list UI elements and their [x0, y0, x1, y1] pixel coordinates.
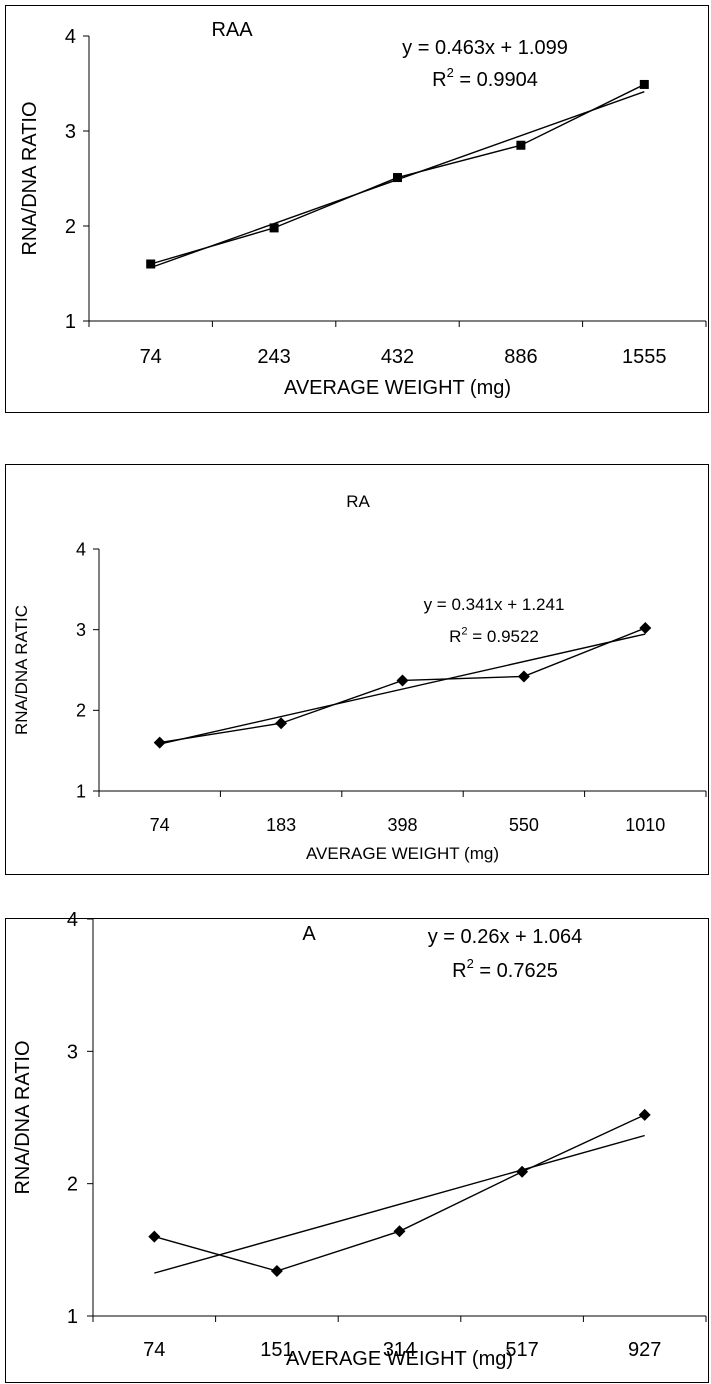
y-tick-label: 1 [67, 1306, 78, 1328]
data-point-marker [639, 79, 649, 89]
r-squared-label: R2 = 0.9904 [432, 65, 538, 91]
chart-panel-raa: 1 2 3 4 74 243 432 886 1555 AVERAGE WEIGHT (mg) RN… [5, 5, 709, 413]
series-line [154, 1114, 645, 1272]
chart-title: A [302, 923, 316, 945]
chart-panel-ra: 1 2 3 4 74 183 398 550 1010 AVERAGE WEIGHT (mg) RN… [5, 464, 709, 875]
x-tick-label: 398 [387, 815, 417, 835]
y-tick-label: 1 [65, 311, 76, 333]
data-point-marker [393, 173, 402, 183]
y-tick-label: 4 [67, 909, 78, 931]
x-tick-label: 1555 [622, 346, 667, 368]
x-axis-title: AVERAGE WEIGHT (mg) [286, 1348, 513, 1370]
x-tick-label: 151 [260, 1339, 293, 1361]
y-tick-label: 4 [65, 26, 76, 48]
y-tick-label: 3 [67, 1041, 78, 1063]
x-tick-label: 432 [381, 346, 414, 368]
x-tick-label: 74 [150, 815, 170, 835]
x-tick-label: 1010 [625, 815, 665, 835]
trendline-equation: y = 0.26x + 1.064 [428, 926, 583, 948]
trendline [159, 633, 646, 745]
x-tick-label: 517 [505, 1339, 538, 1361]
data-point-marker [275, 717, 288, 730]
r-squared-label: R2 = 0.7625 [452, 956, 558, 982]
y-axis-title: RNA/DNA RATIO [12, 1040, 34, 1194]
chart-svg: 1 2 3 4 74 243 432 886 1555 AVERAGE WEIGHT (mg) RN… [19, 19, 707, 399]
data-point-marker [393, 1225, 406, 1238]
x-tick-label: 243 [257, 346, 290, 368]
x-tick-label: 550 [509, 815, 539, 835]
x-axis-title: AVERAGE WEIGHT (mg) [306, 844, 499, 863]
chart-svg: 1 2 3 4 74 151 314 517 927 AVERAGE WEIGHT (mg) RNA… [12, 909, 707, 1370]
x-tick-label: 886 [504, 346, 537, 368]
trendline [154, 1134, 645, 1274]
data-point-marker [639, 622, 652, 635]
y-tick-label: 2 [67, 1174, 78, 1196]
y-tick-label: 3 [76, 620, 86, 640]
chart-panel-a: 1 2 3 4 74 151 314 517 927 AVERAGE WEIGHT (mg) RNA… [5, 909, 709, 1383]
y-axis-title: RNA/DNA RATIO [19, 101, 41, 255]
data-point-marker [269, 223, 279, 233]
y-tick-label: 1 [76, 781, 86, 801]
x-tick-label: 183 [266, 815, 296, 835]
chart-svg: 1 2 3 4 74 183 398 550 1010 AVERAGE WEIGHT (mg) RN… [12, 492, 707, 863]
data-point-marker [638, 1108, 651, 1121]
y-tick-label: 2 [65, 216, 76, 238]
x-tick-label: 314 [383, 1339, 416, 1361]
data-point-marker [153, 736, 166, 749]
trendline-equation: y = 0.341x + 1.241 [424, 595, 565, 614]
trendline-equation: y = 0.463x + 1.099 [402, 37, 568, 59]
y-tick-label: 4 [76, 539, 86, 559]
data-point-marker [270, 1265, 283, 1278]
chart-title: RAA [211, 19, 253, 41]
data-point-marker [396, 674, 409, 687]
y-tick-label: 3 [65, 121, 76, 143]
chart-title: RA [346, 492, 370, 511]
y-tick-label: 2 [76, 701, 86, 721]
x-tick-label: 74 [143, 1339, 165, 1361]
x-tick-label: 927 [628, 1339, 661, 1361]
data-point-marker [516, 1165, 529, 1178]
y-axis-title: RNA/DNA RATIC [12, 605, 31, 735]
data-point-marker [148, 1230, 161, 1243]
data-point-marker [516, 140, 526, 150]
x-axis-title: AVERAGE WEIGHT (mg) [284, 377, 511, 399]
x-tick-label: 74 [140, 346, 162, 368]
r-squared-label: R2 = 0.9522 [449, 625, 539, 646]
data-point-marker [517, 670, 530, 683]
data-point-marker [146, 259, 156, 269]
